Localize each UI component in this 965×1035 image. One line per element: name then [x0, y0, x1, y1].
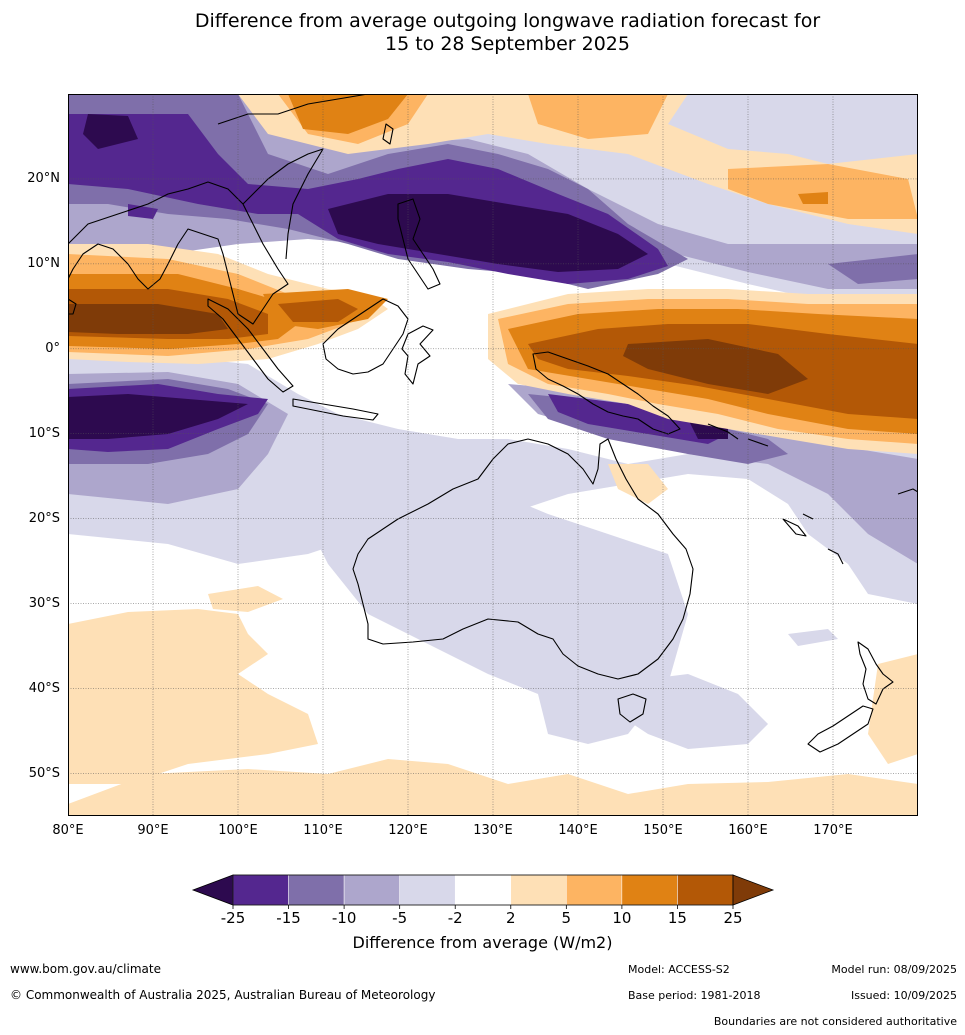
longitude-tick-label: 160°E — [728, 823, 768, 838]
latitude-tick-label: 20°N — [27, 170, 60, 186]
colorbar-tick-label: 2 — [506, 909, 516, 927]
longitude-tick-label: 90°E — [137, 823, 169, 838]
colorbar-tick-label: -25 — [221, 909, 246, 927]
colorbar-min-extension — [191, 874, 234, 906]
australia-coastline — [352, 438, 694, 680]
latitude-tick-label: 10°N — [27, 255, 60, 271]
colorbar-max-extension — [732, 874, 775, 906]
longitude-tick-label: 130°E — [473, 823, 513, 838]
pacific-islands-coastline — [707, 423, 918, 565]
china-coastline — [217, 94, 369, 125]
colorbar: -25 -15 -10 -5 -2 2 5 10 15 25 — [0, 872, 965, 932]
colorbar-tick-label: -2 — [448, 909, 463, 927]
longitude-tick-label: 150°E — [643, 823, 683, 838]
colorbar-tick-label: -15 — [276, 909, 301, 927]
latitude-tick-label: 10°S — [28, 425, 60, 441]
latitude-tick-label: 30°S — [28, 595, 60, 611]
positive-anomaly-equatorial-band — [68, 244, 918, 504]
java-coastline — [292, 398, 379, 421]
latitude-tick-label: 20°S — [28, 510, 60, 526]
colorbar-segment — [288, 874, 345, 906]
taiwan-coastline — [382, 123, 394, 145]
colorbar-tick-label: 25 — [723, 909, 742, 927]
colorbar-segment — [399, 874, 456, 906]
copyright-text: © Commonwealth of Australia 2025, Austra… — [10, 988, 436, 1002]
map-canvas — [68, 94, 918, 816]
website-link[interactable]: www.bom.gov.au/climate — [10, 962, 161, 976]
title-line-1: Difference from average outgoing longwav… — [194, 10, 821, 32]
colorbar-segment — [566, 874, 623, 906]
longitude-tick-label: 170°E — [813, 823, 853, 838]
base-period: Base period: 1981-2018 — [628, 989, 761, 1002]
colorbar-segment — [510, 874, 567, 906]
map-title: Difference from average outgoing longwav… — [0, 10, 965, 56]
model-run: Model run: 08/09/2025 — [831, 963, 957, 976]
borneo-coastline — [322, 298, 409, 375]
longitude-tick-label: 140°E — [558, 823, 598, 838]
map-gridlines — [68, 94, 918, 816]
colorbar-tick-label: 10 — [612, 909, 631, 927]
tasmania-coastline — [617, 693, 647, 723]
longitude-tick-label: 100°E — [218, 823, 258, 838]
latitude-tick-label: 40°S — [28, 680, 60, 696]
boundaries-note: Boundaries are not considered authoritat… — [713, 1015, 957, 1028]
colorbar-segment — [677, 874, 734, 906]
colorbar-tick-label: -5 — [392, 909, 407, 927]
colorbar-tick-label: -10 — [332, 909, 357, 927]
colorbar-segment — [343, 874, 400, 906]
longitude-tick-label: 120°E — [388, 823, 428, 838]
colorbar-tick-label: 5 — [562, 909, 572, 927]
philippines-coastline — [397, 198, 441, 290]
longitude-tick-label: 110°E — [303, 823, 343, 838]
colorbar-label: Difference from average (W/m2) — [352, 933, 613, 952]
sri-lanka-coastline — [68, 298, 77, 315]
new-caledonia-coastline — [782, 518, 807, 537]
colorbar-segment — [621, 874, 678, 906]
latitude-tick-label: 50°S — [28, 765, 60, 781]
colorbar-segment — [454, 874, 512, 906]
olr-anomaly-map — [68, 94, 918, 816]
latitude-tick-label: 0° — [45, 340, 60, 356]
colorbar-segment — [232, 874, 289, 906]
issued-date: Issued: 10/09/2025 — [850, 989, 957, 1002]
map-frame — [68, 94, 918, 816]
sulawesi-coastline — [401, 325, 434, 385]
colorbar-canvas: -25 -15 -10 -5 -2 2 5 10 15 25 — [191, 874, 775, 927]
title-line-2: 15 to 28 September 2025 — [385, 33, 630, 55]
longitude-tick-label: 80°E — [52, 823, 84, 838]
colorbar-tick-label: 15 — [668, 909, 687, 927]
mainland-asia-coastline — [68, 181, 289, 325]
model-name: Model: ACCESS-S2 — [628, 963, 730, 976]
new-zealand-north-coastline — [857, 641, 894, 705]
sumatra-coastline — [207, 298, 294, 393]
new-zealand-south-coastline — [807, 705, 874, 753]
